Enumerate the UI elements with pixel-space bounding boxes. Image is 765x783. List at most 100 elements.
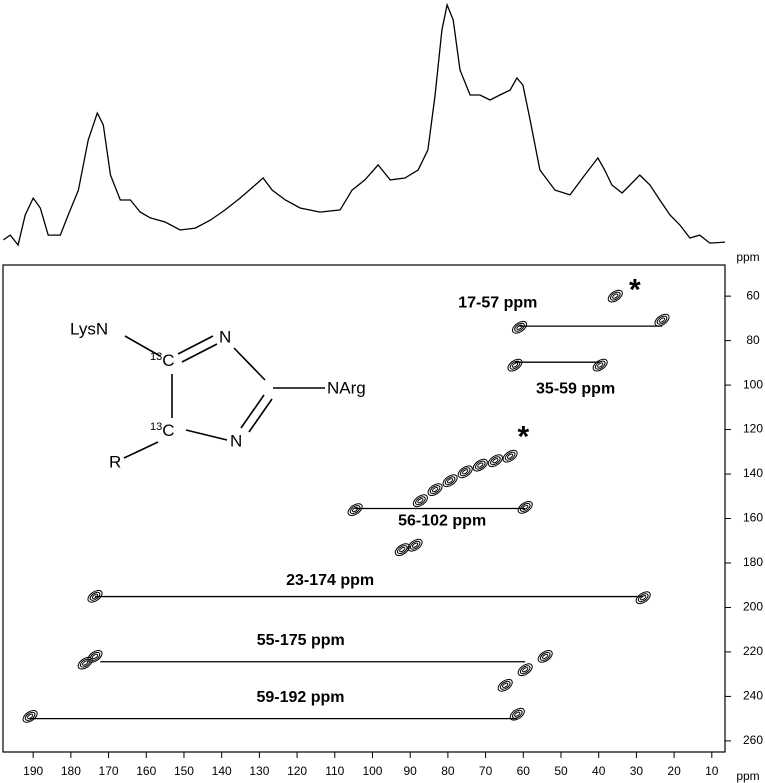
contour-level [658, 317, 666, 323]
y-tick-label: 60 [746, 288, 760, 302]
contour-level [499, 680, 511, 690]
x-tick-label: 180 [61, 764, 81, 778]
contour-level [497, 678, 513, 692]
contour-level [537, 650, 553, 663]
peak [87, 650, 103, 663]
contour-level [22, 710, 38, 723]
contour-level [347, 503, 363, 516]
contour-level [459, 467, 471, 477]
contour-level [492, 458, 499, 464]
contour-level [502, 449, 518, 463]
asterisk: * [629, 274, 641, 307]
correlation-label: 59-192 ppm [256, 689, 344, 706]
contour-level [542, 653, 549, 660]
contour-level [417, 498, 424, 504]
asterisk: * [517, 420, 529, 453]
x-tick-label: 170 [99, 764, 119, 778]
carbon-label: 13C [150, 351, 175, 371]
contour-level [427, 483, 443, 496]
contour-level [592, 358, 608, 372]
peak [607, 289, 623, 303]
contour-level [411, 542, 419, 548]
contour-level [514, 711, 521, 717]
x-tick-label: 160 [136, 764, 156, 778]
y-tick-label: 100 [743, 377, 763, 391]
peak [487, 454, 503, 468]
x-tick-label: 140 [212, 764, 232, 778]
contour-level [597, 362, 604, 368]
x-tick-label: 90 [404, 764, 418, 778]
x-tick-label: 120 [287, 764, 307, 778]
peak [654, 313, 670, 327]
correlation-label: 23-174 ppm [286, 572, 374, 589]
peak [427, 483, 443, 496]
contour-level [477, 462, 484, 468]
peak [509, 707, 525, 721]
correlation-label: 55-175 ppm [257, 632, 345, 649]
isotope: 13 [150, 421, 162, 433]
contour-level [87, 589, 103, 603]
x-tick-label: 10 [705, 764, 719, 778]
peak [507, 358, 523, 372]
contour-level [79, 658, 91, 668]
plot-frame [2, 264, 726, 753]
peak [592, 358, 608, 372]
x-tick-label: 190 [23, 764, 43, 778]
contour-level [607, 289, 623, 303]
contour-level [462, 469, 469, 475]
contour-level [511, 709, 523, 719]
x-tick-label: 150 [174, 764, 194, 778]
contour-level [415, 496, 426, 506]
contour-level [506, 453, 514, 459]
contour-level [396, 545, 408, 555]
contour-level [517, 663, 533, 677]
peak [537, 650, 553, 663]
x-tick-label: 60 [517, 764, 531, 778]
spectrum-line [3, 2, 726, 247]
contour-level [26, 713, 34, 720]
contour-level [82, 660, 89, 666]
contour-level [89, 591, 101, 601]
peak [517, 501, 533, 514]
carbon: C [162, 351, 174, 370]
x-tick-label: 130 [249, 764, 269, 778]
x-tick-label: 50 [554, 764, 568, 778]
contour-level [502, 682, 509, 688]
contour-level [635, 591, 651, 605]
contour-level [539, 651, 551, 661]
correlation-label: 35-59 ppm [536, 380, 615, 397]
peak [347, 503, 363, 516]
isotope: 13 [150, 351, 162, 363]
contour-level [474, 460, 486, 470]
y-tick-label: 140 [743, 466, 763, 480]
arg-label: NArg [327, 378, 366, 397]
y-tick-label: 220 [743, 644, 763, 658]
peak [407, 538, 423, 552]
peak [87, 589, 103, 603]
peak [457, 465, 473, 479]
y-tick-label: 160 [743, 511, 763, 525]
contour-level [446, 478, 454, 484]
x-tick-label: 40 [592, 764, 606, 778]
contour-level [612, 293, 619, 299]
x-tick-label: 20 [667, 764, 681, 778]
y-tick-label: 200 [743, 600, 763, 614]
nitrogen-label: N [230, 431, 242, 450]
structure [123, 335, 325, 459]
contour-level [431, 486, 439, 493]
contour-level [519, 665, 531, 675]
peak [472, 458, 488, 472]
contour-level [91, 593, 99, 599]
carbon-label: 13C [150, 421, 175, 441]
contour-level [522, 667, 529, 673]
contour-level [91, 653, 99, 660]
x-tick-label: 70 [479, 764, 493, 778]
peak [635, 591, 651, 605]
x-tick-label: 110 [325, 764, 344, 778]
contour-level [442, 474, 458, 488]
contour-level [511, 362, 519, 368]
structure-labels: LysN 13C N NArg N 13C R [70, 319, 366, 471]
y-tick-label: 120 [743, 422, 763, 436]
contour-level [507, 358, 523, 372]
lys-label: LysN [70, 319, 108, 338]
